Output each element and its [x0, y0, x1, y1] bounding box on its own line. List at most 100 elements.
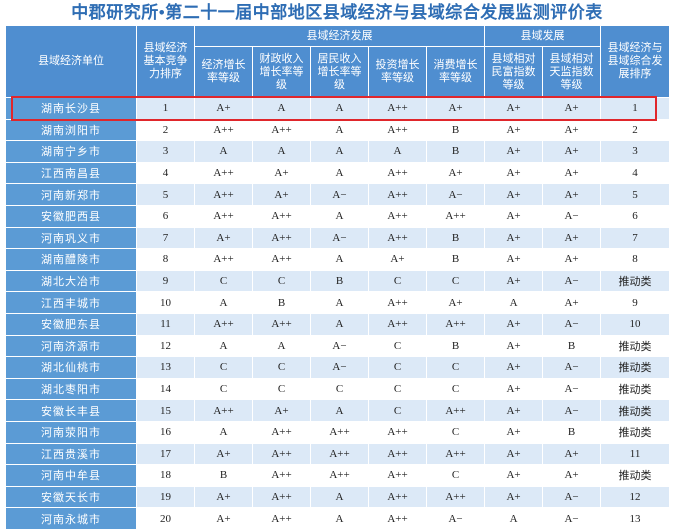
cell: A++ [252, 118, 311, 142]
group-header: 县域发展 [484, 25, 602, 47]
cell: A− [310, 356, 369, 379]
cell: A+ [425, 161, 486, 185]
cell: 13 [600, 507, 671, 530]
cell: A [310, 161, 369, 185]
unit-cell: 湖南浏阳市 [5, 118, 137, 142]
column-header: 县域相对天监指数等级 [542, 46, 602, 98]
unit-cell: 河南永城市 [5, 507, 137, 530]
table-row: 江西南昌县 4 A++ A+ A A++ A+ A+ A+ 4 [5, 161, 671, 185]
cell: A+ [484, 334, 544, 358]
cell: A+ [542, 161, 602, 185]
cell: A [194, 140, 253, 163]
cell: B [310, 269, 369, 293]
cell: A+ [484, 204, 544, 228]
cell: A++ [310, 420, 369, 444]
cell: B [425, 226, 486, 250]
cell: C [425, 269, 486, 293]
cell: A+ [542, 442, 602, 466]
cell: 6 [600, 204, 671, 228]
column-header: 经济增长率等级 [194, 46, 253, 98]
cell: A++ [310, 464, 369, 487]
cell: A+ [484, 118, 544, 142]
cell: A+ [194, 97, 253, 120]
cell: A [310, 118, 369, 142]
cell: A++ [368, 204, 427, 228]
table-row: 河南新郑市 5 A++ A+ A− A++ A− A+ A+ 5 [5, 183, 671, 206]
table-row: 湖南宁乡市 3 A A A A B A+ A+ 3 [5, 140, 671, 163]
table-row: 安徽天长市 19 A+ A++ A A++ A++ A+ A− 12 [5, 485, 671, 509]
cell: A+ [542, 226, 602, 250]
cell: 8 [136, 248, 195, 271]
cell: A+ [484, 356, 544, 379]
cell: A+ [542, 183, 602, 206]
cell: A++ [425, 399, 486, 422]
cell: C [194, 377, 253, 401]
cell: A++ [252, 312, 311, 336]
cell: 11 [136, 312, 195, 336]
table-row: 河南济源市 12 A A A− C B A+ B 推动类 [5, 334, 671, 358]
cell: 2 [136, 118, 195, 142]
cell: 7 [600, 226, 671, 250]
cell: C [425, 464, 486, 487]
cell: A++ [194, 204, 253, 228]
cell: A+ [484, 399, 544, 422]
cell: A− [542, 356, 602, 379]
cell: A++ [252, 420, 311, 444]
cell: 5 [600, 183, 671, 206]
cell: 15 [136, 399, 195, 422]
cell: B [194, 464, 253, 487]
cell: A++ [425, 312, 486, 336]
cell: A− [542, 269, 602, 293]
cell: 9 [136, 269, 195, 293]
cell: A+ [542, 140, 602, 163]
unit-cell: 安徽天长市 [5, 485, 137, 509]
cell: A++ [194, 161, 253, 185]
cell: 13 [136, 356, 195, 379]
cell: C [252, 269, 311, 293]
cell: B [425, 248, 486, 271]
cell: A++ [368, 118, 427, 142]
cell: 14 [136, 377, 195, 401]
cell: 10 [136, 291, 195, 314]
cell: C [425, 377, 486, 401]
cell: C [368, 356, 427, 379]
cell: B [252, 291, 311, 314]
cell: 17 [136, 442, 195, 466]
cell: A [310, 204, 369, 228]
cell: B [425, 334, 486, 358]
cell: A [310, 291, 369, 314]
cell: A++ [425, 442, 486, 466]
cell: C [368, 377, 427, 401]
cell: 推动类 [600, 334, 671, 358]
unit-cell: 湖北大冶市 [5, 269, 137, 293]
cell: C [194, 269, 253, 293]
cell: A+ [252, 399, 311, 422]
cell: A+ [484, 226, 544, 250]
group-header: 县域经济发展 [193, 25, 486, 47]
cell: A++ [368, 183, 427, 206]
unit-cell: 江西南昌县 [5, 161, 137, 185]
unit-cell: 湖南长沙县 [5, 97, 137, 120]
table-row: 安徽肥东县 11 A++ A++ A A++ A++ A+ A− 10 [5, 312, 671, 336]
cell: C [252, 356, 311, 379]
unit-cell: 河南巩义市 [5, 226, 137, 250]
table-row: 江西丰城市 10 A B A A++ A+ A A+ 9 [5, 291, 671, 314]
cell: 3 [136, 140, 195, 163]
cell: A− [310, 183, 369, 206]
cell: A− [310, 226, 369, 250]
table-row: 湖南长沙县 1 A+ A A A++ A+ A+ A+ 1 [5, 97, 671, 120]
cell: 推动类 [600, 269, 671, 293]
cell: A++ [368, 312, 427, 336]
cell: A− [425, 183, 486, 206]
unit-cell: 安徽长丰县 [5, 399, 137, 422]
unit-cell: 河南荥阳市 [5, 420, 137, 444]
table-row: 湖北仙桃市 13 C C A− C C A+ A− 推动类 [5, 356, 671, 379]
cell: A− [542, 204, 602, 228]
cell: C [368, 269, 427, 293]
cell: A++ [368, 226, 427, 250]
cell: A [194, 291, 253, 314]
cell: B [425, 118, 486, 142]
cell: 3 [600, 140, 671, 163]
table-row: 河南永城市 20 A+ A++ A A++ A− A A− 13 [5, 507, 671, 530]
cell: A+ [425, 291, 486, 314]
